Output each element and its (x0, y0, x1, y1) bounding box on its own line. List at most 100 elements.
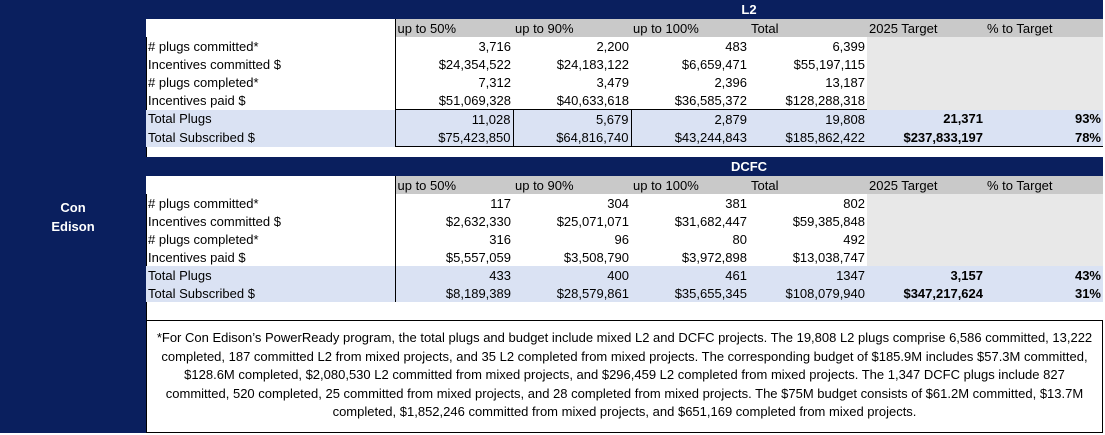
empty-cell (985, 212, 1103, 230)
table-row: # plugs completed* 316 96 80 492 (146, 230, 1103, 248)
cell-value: 433 (395, 266, 513, 284)
row-label: Incentives committed $ (146, 212, 396, 230)
cell-value: 117 (490, 195, 511, 211)
dcfc-column-headers: up to 50% up to 90% up to 100% Total 202… (146, 176, 1103, 194)
cell-value: $3,972,898 (681, 249, 747, 265)
total-row: Total Subscribed $ $8,189,389 $28,579,86… (146, 284, 1103, 302)
section-header-spacer (146, 157, 395, 176)
footnote: *For Con Edison’s PowerReady program, th… (146, 320, 1103, 433)
empty-cell (867, 73, 985, 91)
empty-cell (985, 37, 1103, 55)
total-row: Total Subscribed $ $75,423,850 $64,816,7… (146, 128, 1103, 147)
pct-to-target: 31% (985, 284, 1103, 302)
column-header: 2025 Target (867, 19, 985, 37)
pct-to-target: 78% (985, 128, 1103, 147)
empty-cell (867, 212, 985, 230)
column-header: up to 50% (395, 19, 513, 37)
column-header: up to 50% (395, 176, 513, 194)
section-header-spacer (146, 0, 395, 19)
company-name-line2: Edison (51, 218, 95, 234)
cell-value: $128,288,318 (785, 92, 865, 108)
cell-value: 11,028 (394, 109, 514, 128)
target-value: 21,371 (867, 109, 985, 128)
cell-value: 802 (843, 195, 865, 211)
column-header: % to Target (985, 176, 1103, 194)
column-header: up to 100% (631, 19, 749, 37)
total-row: Total Plugs 433 400 461 1347 3,157 43% (146, 266, 1103, 284)
cell-value: 96 (614, 231, 629, 247)
cell-value: $28,579,861 (513, 284, 631, 302)
cell-value: $55,197,115 (793, 56, 865, 72)
cell-value: $51,069,328 (438, 92, 511, 108)
row-label: # plugs committed* (146, 194, 396, 212)
pct-to-target: 93% (985, 109, 1103, 128)
dcfc-table: DCFC up to 50% up to 90% up to 100% Tota… (146, 157, 1103, 302)
row-label: Total Plugs (146, 266, 396, 284)
header-spacer (146, 176, 396, 194)
l2-section-title: L2 (395, 0, 1103, 19)
table-row: Incentives paid $ $5,557,059 $3,508,790 … (146, 248, 1103, 266)
cell-value: $108,079,940 (749, 284, 867, 302)
table-row: Incentives committed $ $2,632,330 $25,07… (146, 212, 1103, 230)
cell-value: $43,244,843 (631, 128, 749, 147)
cell-value: 5,679 (513, 109, 632, 128)
row-label: Incentives committed $ (146, 55, 396, 73)
cell-value: $13,038,747 (792, 249, 865, 265)
cell-value: $35,655,345 (631, 284, 749, 302)
cell-value: $3,508,790 (563, 249, 629, 265)
row-label: # plugs completed* (146, 73, 396, 91)
row-label: Total Plugs (146, 109, 396, 128)
target-value: $237,833,197 (867, 128, 985, 147)
cell-value: 2,200 (596, 38, 629, 54)
cell-value: $75,423,850 (394, 128, 514, 147)
row-label: # plugs completed* (146, 230, 396, 248)
empty-cell (867, 55, 985, 73)
table-row: # plugs committed* 117 304 381 802 (146, 194, 1103, 212)
cell-value: 3,716 (478, 38, 511, 54)
row-label: Incentives paid $ (146, 248, 396, 266)
cell-value: 461 (631, 266, 749, 284)
cell-value: $40,633,618 (556, 92, 629, 108)
cell-value: $36,585,372 (674, 92, 747, 108)
cell-value: 2,879 (631, 109, 749, 128)
cell-value: $185,862,422 (749, 128, 867, 147)
l2-column-headers: up to 50% up to 90% up to 100% Total 202… (146, 19, 1103, 37)
table-row: # plugs committed* 3,716 2,200 483 6,399 (146, 37, 1103, 55)
dcfc-section-title: DCFC (395, 157, 1103, 176)
empty-cell (867, 194, 985, 212)
cell-value: $59,385,848 (792, 213, 865, 229)
table-row: Incentives committed $ $24,354,522 $24,1… (146, 55, 1103, 73)
cell-value: 80 (732, 231, 747, 247)
cell-value: 492 (843, 231, 865, 247)
target-value: $347,217,624 (867, 284, 985, 302)
cell-value: 483 (725, 38, 747, 54)
company-name-line1: Con (60, 199, 86, 215)
cell-value: 3,479 (596, 74, 629, 90)
cell-value: $6,659,471 (681, 56, 747, 72)
column-header: up to 90% (513, 176, 631, 194)
cell-value: 6,399 (832, 38, 865, 54)
table-row: Incentives paid $ $51,069,328 $40,633,61… (146, 91, 1103, 110)
total-row: Total Plugs 11,028 5,679 2,879 19,808 21… (146, 109, 1103, 128)
column-header: 2025 Target (867, 176, 985, 194)
cell-value: $31,682,447 (674, 213, 747, 229)
cell-value: 2,396 (714, 74, 747, 90)
column-header: Total (749, 19, 867, 37)
cell-value: 19,808 (749, 109, 867, 128)
company-cell: Con Edison (0, 0, 147, 433)
row-label: Total Subscribed $ (146, 128, 396, 147)
cell-value: $5,557,059 (445, 249, 511, 265)
target-value: 3,157 (867, 266, 985, 284)
empty-cell (985, 248, 1103, 266)
empty-cell (985, 230, 1103, 248)
cell-value: 7,312 (478, 74, 511, 90)
cell-value: $64,816,740 (513, 128, 632, 147)
cell-value: 400 (513, 266, 631, 284)
cell-value: 316 (489, 231, 511, 247)
pct-to-target: 43% (985, 266, 1103, 284)
row-label: # plugs committed* (146, 37, 396, 55)
column-header: up to 100% (631, 176, 749, 194)
cell-value: 304 (607, 195, 629, 211)
cell-value: $24,183,122 (556, 56, 629, 72)
